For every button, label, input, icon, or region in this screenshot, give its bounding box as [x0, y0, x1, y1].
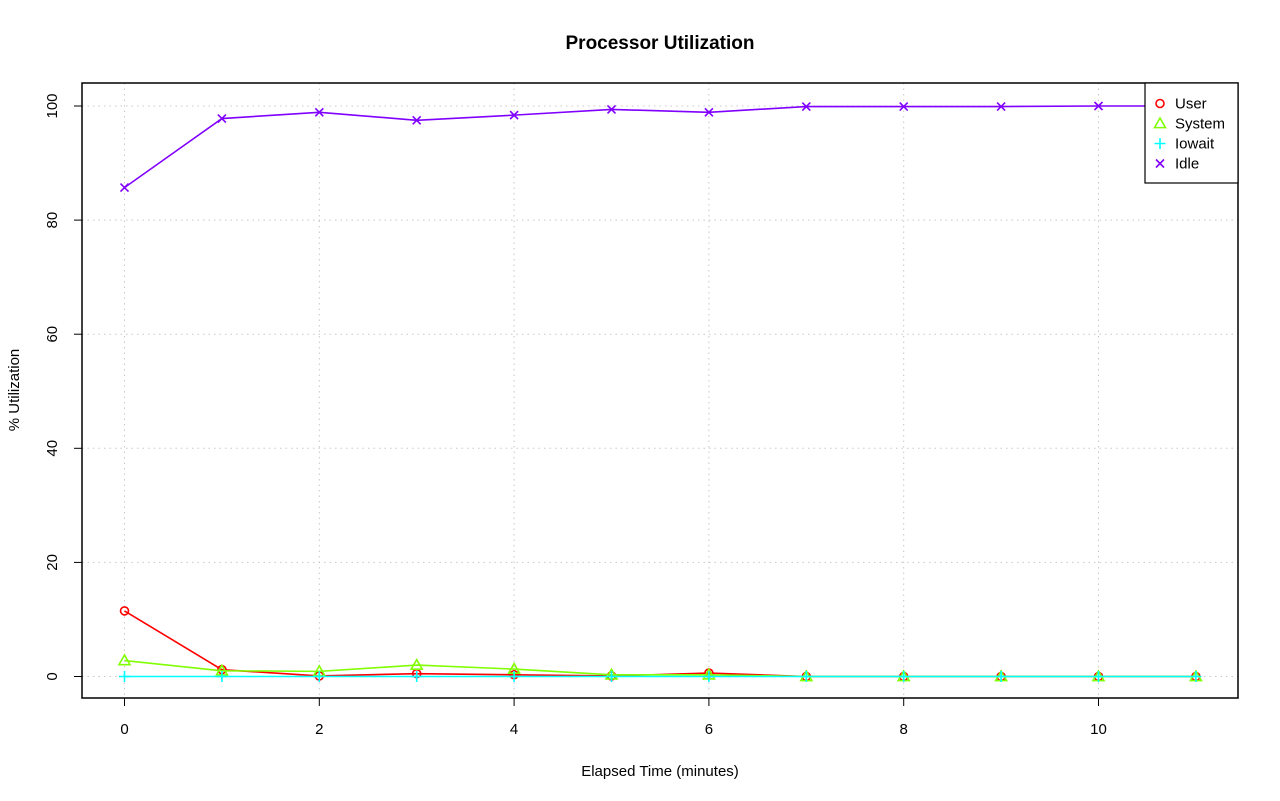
data-point-iowait	[1093, 671, 1104, 682]
data-point-idle	[217, 113, 227, 124]
y-tick-label: 20	[44, 554, 61, 571]
x-tick-label: 10	[1090, 721, 1107, 738]
data-point-iowait	[898, 671, 910, 682]
data-point-idle	[314, 107, 324, 117]
data-point-iowait	[703, 671, 715, 682]
data-point-iowait	[313, 671, 325, 682]
y-tick-label: 80	[44, 212, 61, 229]
x-axis-label: Elapsed Time (minutes)	[581, 763, 739, 780]
legend-marker-system	[1153, 116, 1167, 129]
data-point-system	[117, 653, 132, 666]
y-tick-label: 0	[44, 672, 61, 680]
legend-label-idle: Idle	[1175, 156, 1199, 173]
series-iowait	[119, 671, 1202, 682]
data-point-idle	[704, 107, 714, 117]
x-tick-label: 2	[315, 721, 323, 738]
x-tick-label: 4	[510, 721, 518, 738]
legend-marker-iowait	[1154, 138, 1166, 149]
legend-label-iowait: Iowait	[1175, 136, 1215, 153]
data-point-idle	[606, 104, 617, 114]
data-point-iowait	[411, 671, 423, 682]
legend-marker-user	[1155, 98, 1165, 109]
data-point-user	[119, 606, 130, 616]
series	[117, 101, 1203, 682]
data-point-idle	[412, 115, 422, 125]
legend-label-user: User	[1175, 96, 1207, 113]
data-point-idle	[119, 183, 130, 193]
chart-title: Processor Utilization	[566, 33, 755, 54]
y-tick-label: 40	[44, 440, 61, 457]
data-point-idle	[801, 102, 811, 112]
x-tick-label: 8	[900, 721, 908, 738]
series-idle	[119, 101, 1201, 193]
data-point-iowait	[119, 671, 130, 682]
data-point-iowait	[1190, 671, 1202, 682]
data-point-iowait	[216, 671, 228, 682]
series-line-idle	[124, 105, 1196, 189]
legend-label-system: System	[1175, 116, 1225, 133]
legend: User System Iowait Idle	[1144, 82, 1239, 184]
data-point-idle	[509, 110, 519, 120]
x-tick-label: 6	[705, 721, 713, 738]
data-point-iowait	[508, 671, 520, 682]
y-tick-label: 60	[44, 326, 61, 343]
data-point-iowait	[800, 671, 812, 682]
legend-marker-idle	[1155, 158, 1165, 169]
data-point-idle	[996, 102, 1006, 112]
data-point-idle	[899, 102, 909, 112]
y-axis-label: % Utilization	[6, 349, 23, 432]
data-point-idle	[1093, 101, 1104, 111]
data-point-system	[409, 657, 424, 671]
data-point-iowait	[995, 671, 1007, 682]
data-point-iowait	[606, 671, 617, 682]
y-tick-label: 100	[44, 93, 61, 118]
x-tick-label: 0	[120, 721, 128, 738]
plot-frame	[81, 82, 1239, 699]
